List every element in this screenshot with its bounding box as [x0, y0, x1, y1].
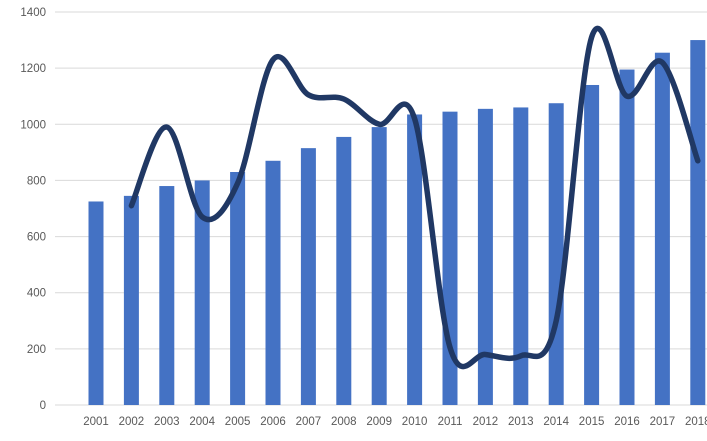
- bar-series: [88, 40, 706, 406]
- bar: [88, 201, 104, 405]
- y-tick-label: 0: [40, 400, 46, 412]
- y-tick-label: 400: [27, 288, 46, 300]
- x-tick-label: 2006: [260, 416, 286, 428]
- x-tick-label: 2009: [366, 416, 392, 428]
- bar: [230, 172, 246, 405]
- x-tick-label: 2018: [685, 416, 707, 428]
- bar: [690, 40, 706, 405]
- y-axis-labels: 0 200 400 600 800 1000 1200 1400: [20, 7, 46, 412]
- bar: [371, 127, 387, 405]
- bar: [194, 180, 210, 405]
- x-tick-label: 2010: [402, 416, 428, 428]
- x-tick-label: 2001: [83, 416, 109, 428]
- x-tick-label: 2008: [331, 416, 357, 428]
- bar: [654, 52, 670, 405]
- bar: [407, 114, 423, 405]
- x-tick-label: 2011: [438, 416, 463, 428]
- y-tick-label: 200: [27, 344, 46, 356]
- bar: [265, 160, 281, 405]
- bar: [300, 148, 316, 405]
- bar: [513, 107, 529, 405]
- bar: [336, 136, 352, 406]
- x-tick-label: 2003: [154, 416, 180, 428]
- bar: [159, 186, 175, 405]
- x-tick-label: 2002: [119, 416, 145, 428]
- bar: [477, 108, 493, 405]
- x-tick-label: 2014: [543, 416, 569, 428]
- y-tick-label: 1200: [20, 63, 46, 75]
- x-tick-label: 2005: [225, 416, 251, 428]
- y-tick-label: 1400: [20, 7, 46, 19]
- bar: [584, 84, 600, 405]
- x-tick-label: 2013: [508, 416, 534, 428]
- y-tick-label: 800: [27, 175, 46, 187]
- y-tick-label: 600: [27, 232, 46, 244]
- y-tick-label: 1000: [20, 119, 46, 131]
- bar: [548, 103, 564, 405]
- x-tick-label: 2017: [650, 416, 676, 428]
- x-tick-label: 2012: [473, 416, 499, 428]
- bar: [123, 195, 139, 405]
- line-series: [128, 25, 701, 370]
- x-tick-label: 2004: [189, 416, 215, 428]
- x-axis-labels: 2001 2002 2003 2004 2005 2006 2007 2008 2009 2010…: [83, 416, 707, 428]
- x-tick-label: 2007: [296, 416, 322, 428]
- bar: [619, 69, 635, 406]
- x-tick-label: 2015: [579, 416, 605, 428]
- x-tick-label: 2016: [614, 416, 640, 428]
